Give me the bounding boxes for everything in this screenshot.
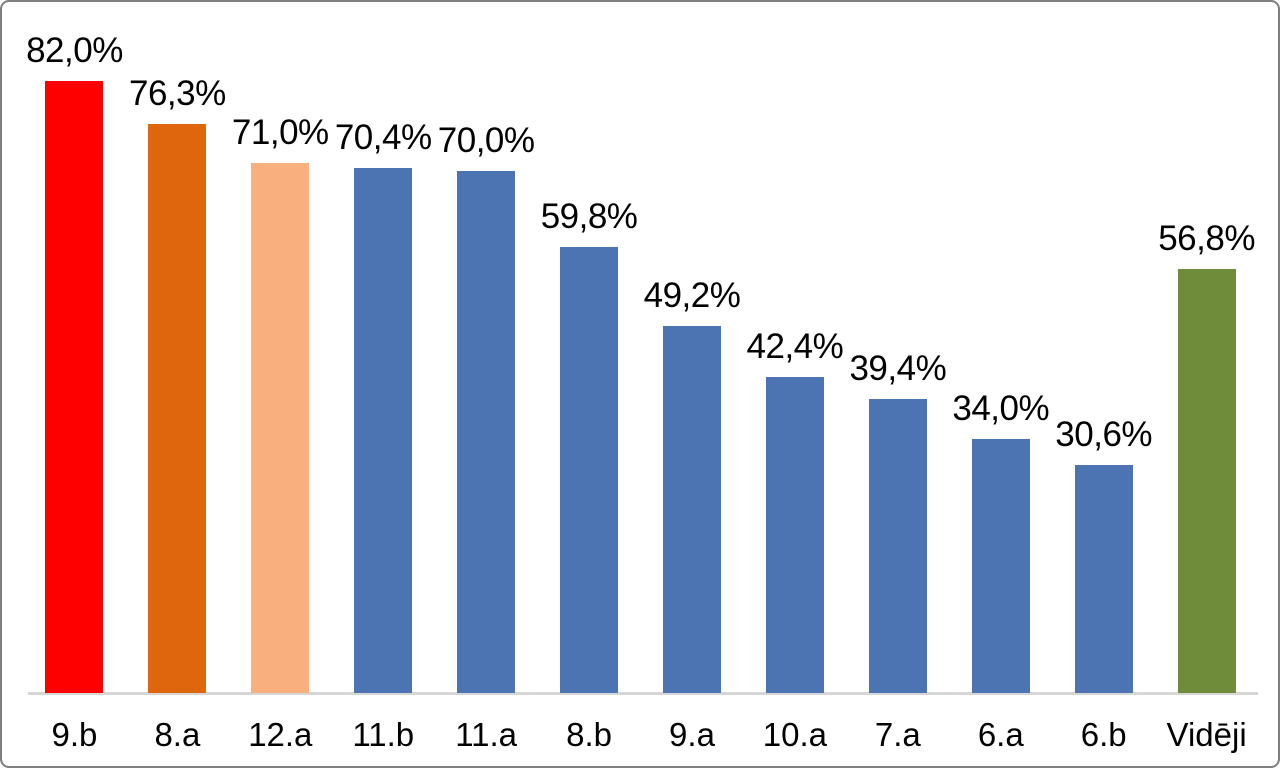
category-label: 11.b — [352, 716, 415, 753]
bar — [457, 171, 516, 693]
category-label: 6.b — [1080, 716, 1127, 753]
category-label: 11.a — [455, 716, 518, 753]
bar-value-label: 39,4% — [849, 349, 947, 388]
bar-column: 56,8% — [1155, 221, 1258, 693]
bar-value-label: 49,2% — [643, 276, 741, 315]
category-label: 9.b — [51, 716, 98, 753]
bar — [971, 439, 1030, 693]
bar-column: 42,4% — [743, 329, 846, 693]
bar — [1177, 269, 1236, 693]
bar-column: 70,0% — [435, 123, 538, 693]
bar — [251, 163, 310, 693]
category-label: 8.b — [566, 716, 612, 753]
category-label: 12.a — [248, 716, 313, 753]
bar-column: 59,8% — [538, 199, 641, 693]
bar-value-label: 76,3% — [129, 74, 226, 113]
bar-value-label: 82,0% — [26, 31, 123, 70]
bar — [1074, 465, 1133, 693]
bar-column: 30,6% — [1052, 417, 1155, 693]
bar-value-label: 59,8% — [540, 197, 638, 236]
bar-value-label: 71,0% — [231, 113, 329, 152]
bar-value-label: 70,4% — [334, 118, 432, 157]
category-label: 9.a — [669, 716, 715, 753]
bar-value-label: 34,0% — [952, 389, 1050, 428]
bar-column: 70,4% — [332, 120, 435, 693]
bar — [45, 81, 104, 693]
bar — [354, 168, 413, 693]
bar — [868, 399, 927, 693]
category-label: 8.a — [154, 716, 201, 753]
category-label: 7.a — [874, 716, 921, 753]
bar — [560, 247, 619, 693]
bar-column: 76,3% — [126, 76, 229, 693]
bar-column: 49,2% — [641, 278, 744, 693]
bar-value-label: 42,4% — [746, 327, 844, 366]
bar-column: 82,0% — [23, 33, 126, 693]
bar-value-label: 70,0% — [437, 121, 535, 160]
category-label: 6.a — [977, 716, 1024, 753]
x-axis-labels: 9.b 8.a 12.a 11.b 11.a 8.b 9.a 10.a 7.a … — [23, 716, 1258, 754]
bars-row: 82,0% 76,3% 71,0% 70,4% 70,0% 59,8% 49,2… — [23, 2, 1258, 693]
bar-value-label: 30,6% — [1055, 415, 1153, 454]
bar-value-label: 56,8% — [1158, 219, 1255, 258]
bar — [662, 326, 721, 693]
x-axis-line — [28, 692, 1258, 695]
bar — [148, 124, 207, 693]
category-label: Vidēji — [1166, 716, 1247, 753]
bar-column: 39,4% — [846, 351, 949, 693]
category-label: 10.a — [762, 716, 828, 753]
bar-column: 34,0% — [949, 391, 1052, 693]
bar — [765, 377, 824, 693]
bar-column: 71,0% — [229, 115, 332, 693]
